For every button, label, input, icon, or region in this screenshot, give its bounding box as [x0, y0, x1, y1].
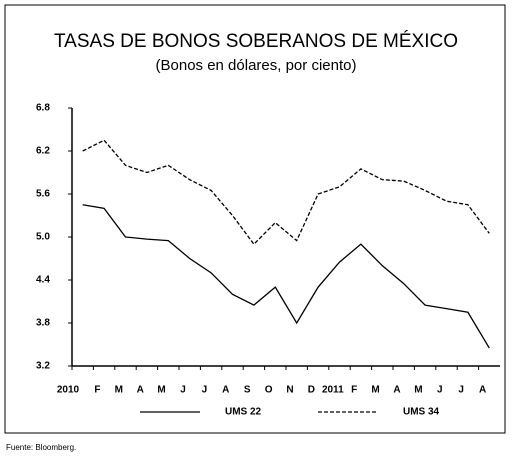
x-tick-label: N [286, 385, 293, 396]
y-tick-label: 5.0 [36, 232, 50, 243]
x-tick-label: 2011 [322, 385, 344, 396]
y-tick-label: 6.8 [36, 103, 50, 114]
chart-title: TASAS DE BONOS SOBERANOS DE MÉXICO [54, 31, 458, 52]
x-tick-label: F [94, 385, 100, 396]
y-tick-label: 3.2 [36, 361, 50, 372]
x-tick-label: D [308, 385, 315, 396]
y-tick-label: 3.8 [36, 318, 50, 329]
x-tick-label: 2010 [57, 385, 80, 396]
x-tick-label: A [393, 385, 400, 396]
x-tick-label: M [371, 385, 379, 396]
y-tick-label: 4.4 [36, 275, 50, 286]
x-tick-label: M [414, 385, 422, 396]
legend-label: UMS 22 [225, 407, 262, 418]
source-note: Fuente: Bloomberg. [6, 443, 76, 452]
x-tick-label: A [137, 385, 144, 396]
x-tick-label: M [115, 385, 123, 396]
y-tick-label: 5.6 [36, 189, 50, 200]
series-line [82, 204, 490, 349]
series-line [82, 139, 490, 246]
x-tick-label: J [180, 385, 186, 396]
x-tick-label: J [202, 385, 208, 396]
x-tick-label: J [458, 385, 464, 396]
x-tick-label: A [479, 385, 486, 396]
chart-subtitle: (Bonos en dólares, por ciento) [156, 57, 357, 74]
x-tick-label: F [351, 385, 357, 396]
legend-label: UMS 34 [403, 407, 440, 418]
frame [4, 4, 506, 434]
x-tick-label: M [157, 385, 165, 396]
x-tick-label: O [265, 385, 273, 396]
y-tick-label: 6.2 [36, 146, 50, 157]
x-tick-label: S [244, 385, 251, 396]
x-tick-label: A [222, 385, 229, 396]
x-tick-label: J [437, 385, 443, 396]
